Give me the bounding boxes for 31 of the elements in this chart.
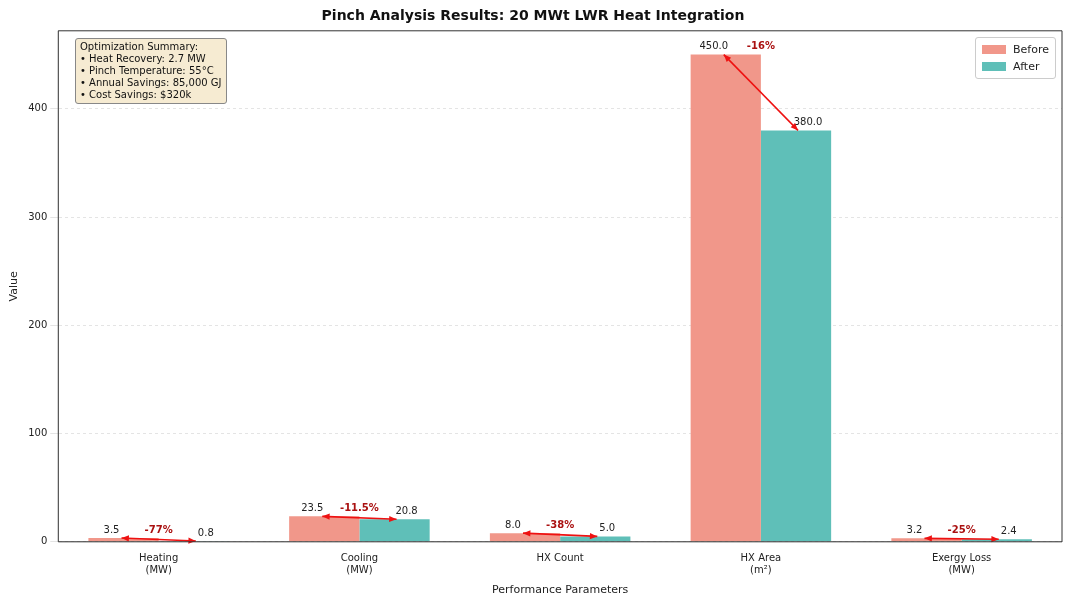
legend-label: After: [1012, 58, 1041, 75]
data-label: 23.5: [301, 501, 324, 513]
annotation: -11.5%: [339, 501, 379, 513]
x-tick-label: Heating (MW): [139, 552, 179, 576]
data-label: 3.2: [906, 523, 923, 535]
x-tick-label: Exergy Loss (MW): [931, 552, 992, 576]
x-tick-label: HX Count: [536, 552, 584, 564]
chart-title: Pinch Analysis Results: 20 MWt LWR Heat Integration: [321, 7, 745, 24]
y-tick-label: 200: [28, 318, 48, 330]
annotation: -25%: [947, 523, 976, 535]
x-tick-label: HX Area (m²): [740, 552, 782, 576]
legend-label: Before: [1012, 41, 1049, 58]
data-label: 5.0: [599, 521, 616, 533]
x-axis-title: Performance Parameters: [492, 583, 629, 597]
annotation: Optimization Summary: • Heat Recovery: 2.7 MW • Pinch Temperature: 55°C • Annual Savings: 85,000 GJ • Cost Savings: $320k: [75, 38, 227, 104]
data-label: 380.0: [793, 116, 823, 127]
data-label: 450.0: [699, 40, 729, 52]
y-tick-label: 400: [28, 102, 48, 114]
y-axis-title: Value: [7, 270, 21, 302]
y-tick-label: 100: [28, 427, 48, 439]
data-label: 20.8: [395, 504, 418, 516]
data-label: 3.5: [103, 523, 120, 535]
data-label: 2.4: [1000, 524, 1017, 536]
data-label: 0.8: [197, 526, 214, 538]
annotation: -38%: [546, 518, 575, 530]
annotation: -16%: [746, 40, 775, 52]
x-tick-label: Cooling (MW): [340, 552, 379, 576]
data-label: 8.0: [505, 518, 521, 530]
annotation: -77%: [144, 523, 173, 535]
y-tick-label: 0: [40, 535, 48, 547]
y-tick-label: 300: [28, 210, 48, 222]
